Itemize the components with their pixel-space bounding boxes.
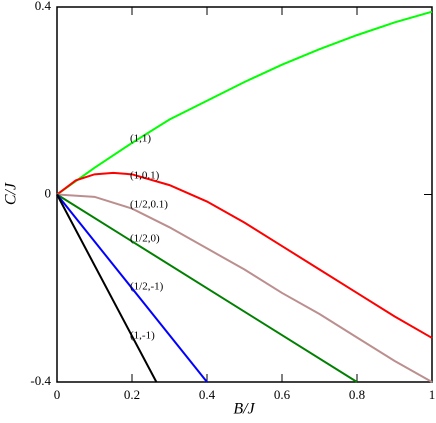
- series-line: [56, 193, 433, 383]
- series-line: [56, 10, 433, 196]
- x-tick-label: 0.8: [349, 387, 365, 402]
- series-label: (1/2,-1): [130, 281, 164, 293]
- y-tick-label: 0.4: [35, 0, 52, 13]
- x-tick-label: 0.2: [124, 387, 140, 402]
- series-label: (1/2,0.1): [130, 199, 168, 211]
- y-axis-label: C/J: [3, 182, 20, 205]
- series-line: [56, 194, 158, 383]
- x-tick-label: 0.6: [274, 387, 291, 402]
- x-tick-label: 0.4: [199, 387, 216, 402]
- series-label: (1/2,0): [130, 233, 160, 245]
- series-label: (1,-1): [130, 330, 155, 342]
- series-label: (1,1): [130, 133, 151, 145]
- series-label: (1,0.1): [130, 170, 160, 182]
- plot-frame: [56, 6, 433, 383]
- series-line: [56, 193, 208, 383]
- x-tick-label: 1: [429, 387, 436, 402]
- y-tick-label: 0: [45, 185, 52, 200]
- y-tick-label: -0.4: [30, 373, 51, 388]
- x-tick-label: 0: [54, 387, 61, 402]
- x-axis-label: B/J: [233, 401, 255, 418]
- series-line: [56, 171, 433, 339]
- series-line: [56, 193, 358, 383]
